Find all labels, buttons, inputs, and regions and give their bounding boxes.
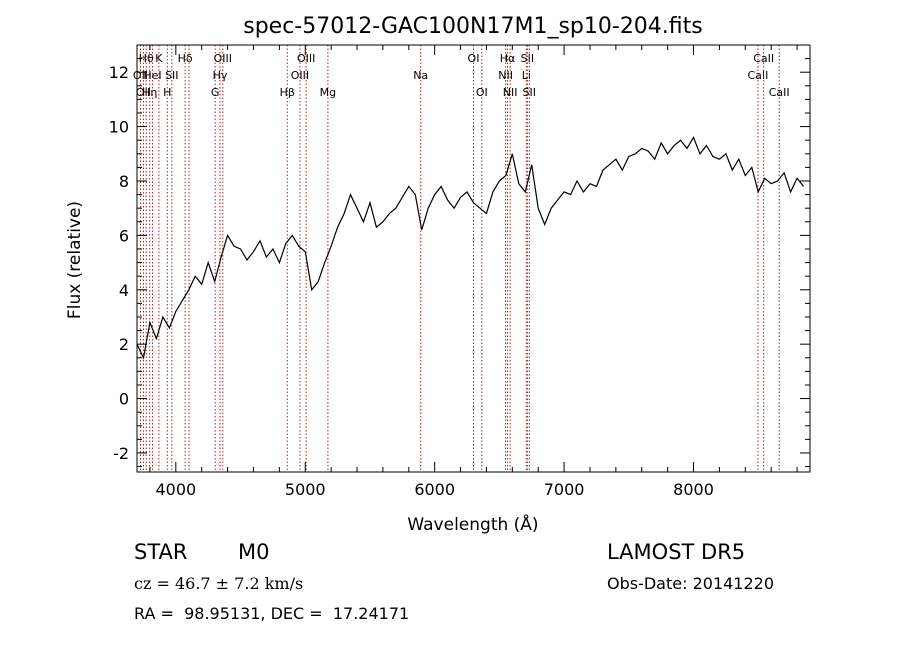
- line-marker-label: Hη: [142, 86, 157, 99]
- line-marker-label: OI: [476, 86, 488, 99]
- line-marker-label: SII: [523, 86, 536, 99]
- y-tick-label: 8: [119, 172, 129, 191]
- y-axis-label: Flux (relative): [65, 201, 85, 319]
- x-tick-label: 5000: [285, 480, 326, 499]
- line-marker-label: HeI: [143, 69, 161, 82]
- x-axis: 4000 5000 6000 7000 8000: [149, 45, 798, 499]
- x-tick-label: 7000: [544, 480, 585, 499]
- line-marker-label: CaII: [769, 86, 790, 99]
- coordinates: RA = 98.95131, DEC = 17.24171: [134, 604, 410, 623]
- line-marker-label: CaII: [753, 52, 774, 65]
- line-marker-label: Na: [413, 69, 428, 82]
- x-tick-label: 4000: [155, 480, 196, 499]
- y-tick-label: 0: [119, 390, 129, 409]
- line-marker-label: NII: [498, 69, 513, 82]
- line-marker-label: OIII: [297, 52, 315, 65]
- line-marker-label: Hδ: [178, 52, 193, 65]
- x-tick-label: 6000: [414, 480, 455, 499]
- line-marker-label: Hθ: [139, 52, 154, 65]
- y-tick-label: 12: [109, 63, 129, 82]
- x-axis-label: Wavelength (Å): [407, 513, 538, 535]
- line-marker-label: OIII: [214, 52, 232, 65]
- line-marker-label: SII: [521, 52, 534, 65]
- plot-frame: [136, 44, 811, 473]
- chart-title: spec-57012-GAC100N17M1_sp10-204.fits: [243, 14, 703, 39]
- y-tick-label: 2: [119, 335, 129, 354]
- line-marker-label: G: [211, 86, 220, 99]
- survey-name: LAMOST DR5: [607, 540, 746, 564]
- line-marker-label: Mg: [320, 86, 336, 99]
- line-marker-label: Hα: [500, 52, 516, 65]
- y-tick-label: 4: [119, 281, 129, 300]
- y-tick-label: -2: [113, 444, 129, 463]
- redshift-velocity: cz = 46.7 ± 7.2 km/s: [134, 574, 304, 593]
- object-class: STAR: [134, 540, 188, 564]
- observation-date: Obs-Date: 20141220: [607, 574, 775, 593]
- line-marker-label: Hγ: [213, 69, 228, 82]
- y-tick-label: 10: [109, 118, 129, 137]
- y-axis: -2 0 2 4 6 8 10 12: [109, 58, 810, 468]
- line-marker-label: Hβ: [280, 86, 295, 99]
- spectrum-line: [136, 136, 804, 360]
- line-marker-label: K: [155, 52, 163, 65]
- line-marker-label: NII: [503, 86, 518, 99]
- line-marker-label: Li: [522, 69, 531, 82]
- y-tick-label: 6: [119, 226, 129, 245]
- line-marker-label: SII: [165, 69, 178, 82]
- line-marker-label: OII: [136, 86, 151, 99]
- object-subclass: M0: [238, 540, 270, 564]
- line-marker-label: H: [163, 86, 171, 99]
- line-markers: OIIOIIHθHηHeIKHSIIHδGHγOIIIHβOIIIOIIIMgN…: [133, 45, 790, 472]
- x-tick-label: 8000: [673, 480, 714, 499]
- line-marker-label: CaII: [748, 69, 769, 82]
- line-marker-label: OIII: [291, 69, 309, 82]
- line-marker-label: OI: [468, 52, 480, 65]
